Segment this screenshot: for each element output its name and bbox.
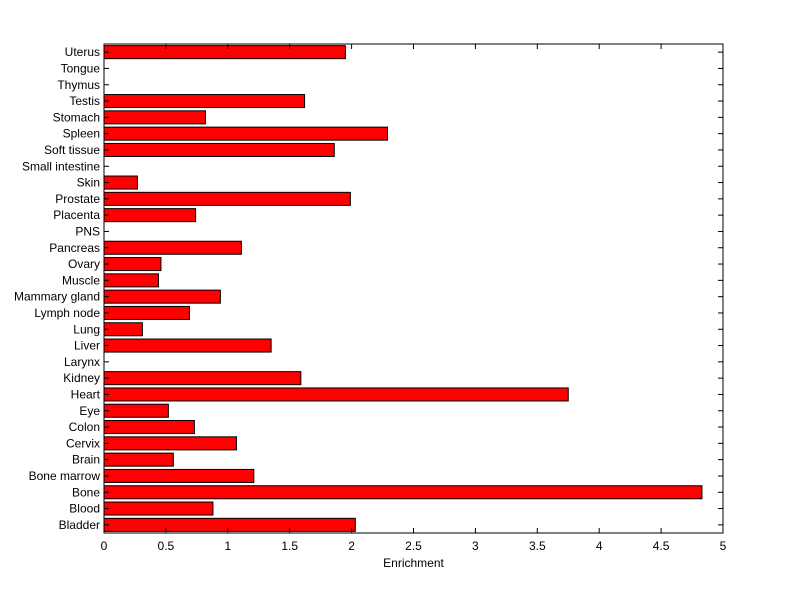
y-tick-label: Colon <box>69 420 100 434</box>
bar <box>103 452 174 467</box>
y-tick-label: Liver <box>74 339 100 353</box>
bar <box>103 240 242 255</box>
labels-layer: Bladder Blood Bone Bone marrow Brain Cervix Co… <box>14 45 727 553</box>
bar <box>103 371 302 386</box>
bars-layer <box>103 45 703 532</box>
y-tick-label: Mammary gland <box>14 290 100 304</box>
bar <box>103 45 346 60</box>
bar <box>103 273 159 288</box>
bar <box>103 387 569 402</box>
x-tick-label: 5 <box>720 539 727 553</box>
y-tick-label: Bladder <box>59 518 100 532</box>
bar <box>103 517 356 532</box>
bar <box>103 322 143 337</box>
y-tick-label: Placenta <box>53 208 100 222</box>
y-tick-label: PNS <box>75 224 100 238</box>
bar <box>103 403 169 418</box>
y-tick-label: Bone marrow <box>29 469 101 483</box>
y-tick-label: Eye <box>79 404 100 418</box>
bar <box>103 94 306 109</box>
bar <box>103 191 351 206</box>
bar <box>103 501 214 516</box>
bar <box>103 485 703 500</box>
bar <box>103 436 237 451</box>
y-tick-label: Skin <box>77 176 100 190</box>
y-tick-label: Cervix <box>66 436 100 450</box>
bar <box>103 208 197 223</box>
y-tick-label: Stomach <box>53 110 100 124</box>
y-tick-label: Testis <box>69 94 100 108</box>
y-tick-label: Muscle <box>62 273 100 287</box>
bar <box>103 257 162 272</box>
x-tick-label: 3.5 <box>529 539 546 553</box>
y-tick-label: Uterus <box>65 45 100 59</box>
x-tick-label: 0 <box>101 539 108 553</box>
x-tick-label: 3 <box>472 539 479 553</box>
bar <box>103 126 389 141</box>
y-tick-label: Spleen <box>63 127 100 141</box>
y-tick-label: Lymph node <box>34 306 100 320</box>
bar <box>103 110 207 125</box>
bar <box>103 305 190 320</box>
x-tick-label: 2 <box>348 539 355 553</box>
x-tick-label: 4.5 <box>653 539 670 553</box>
x-tick-label: 0.5 <box>158 539 175 553</box>
y-tick-label: Tongue <box>61 61 101 75</box>
bar <box>103 468 255 483</box>
y-tick-label: Brain <box>72 453 100 467</box>
y-tick-label: Heart <box>71 387 101 401</box>
x-tick-label: 2.5 <box>405 539 422 553</box>
bar <box>103 338 272 353</box>
ticks-layer <box>103 44 724 533</box>
y-tick-label: Kidney <box>63 371 100 385</box>
bar <box>103 175 138 190</box>
bar <box>103 142 335 157</box>
y-tick-label: Thymus <box>57 78 100 92</box>
x-axis-label: Enrichment <box>383 556 444 570</box>
y-tick-label: Pancreas <box>49 241 100 255</box>
y-tick-label: Blood <box>69 502 100 516</box>
y-tick-label: Prostate <box>55 192 100 206</box>
y-tick-label: Small intestine <box>22 159 100 173</box>
bar <box>103 289 221 304</box>
x-tick-label: 1.5 <box>281 539 298 553</box>
bar <box>103 420 195 435</box>
y-tick-label: Lung <box>73 322 100 336</box>
x-tick-label: 4 <box>596 539 603 553</box>
y-tick-label: Ovary <box>68 257 100 271</box>
y-tick-label: Larynx <box>64 355 100 369</box>
y-tick-label: Bone <box>72 485 100 499</box>
y-tick-label: Soft tissue <box>44 143 100 157</box>
x-tick-label: 1 <box>224 539 231 553</box>
